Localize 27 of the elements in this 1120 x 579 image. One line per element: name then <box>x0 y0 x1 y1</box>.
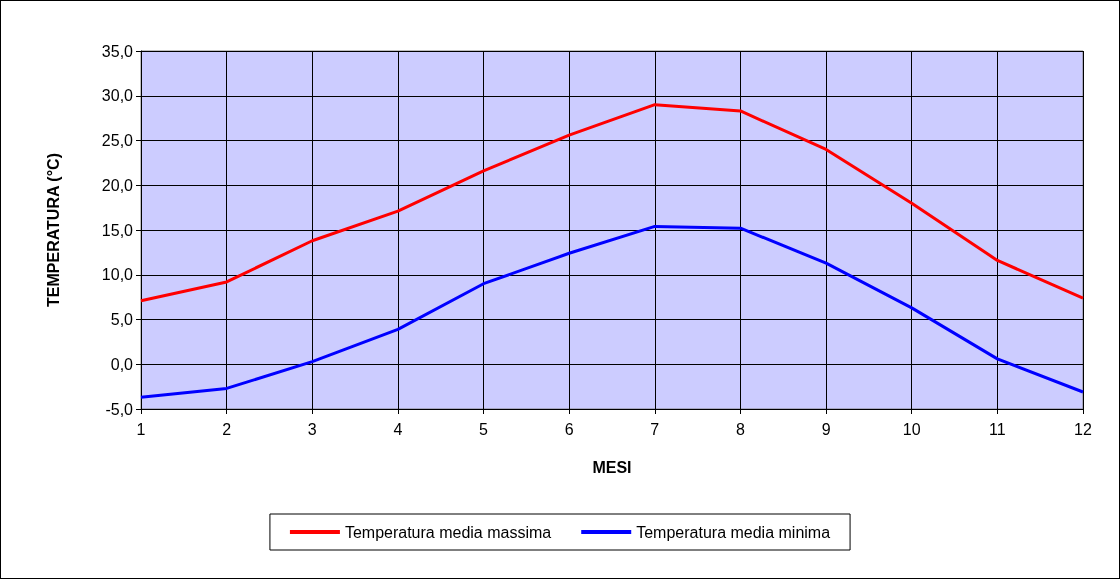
x-tick-label: 2 <box>222 420 232 438</box>
line-series <box>139 103 1085 303</box>
y-tick-label: 25,0 <box>101 132 134 149</box>
legend-label: Temperatura media minima <box>636 523 831 541</box>
y-axis-title: TEMPERATURA (°C) <box>44 153 62 307</box>
x-tick-label: 7 <box>650 420 660 438</box>
x-tick-label: 11 <box>989 420 1006 438</box>
legend-label: Temperatura media massima <box>344 523 552 541</box>
x-tick-label: 9 <box>821 420 831 438</box>
x-tick-label: 6 <box>564 420 574 438</box>
y-tick-label: 20,0 <box>101 176 134 194</box>
y-tick-label: 35,0 <box>101 42 134 60</box>
x-tick-label: 4 <box>393 420 403 438</box>
x-tick-label: 3 <box>307 420 317 438</box>
y-tick-label: -5,0 <box>105 400 134 418</box>
y-tick-label: 5,0 <box>110 311 134 328</box>
y-tick-label: 15,0 <box>101 221 134 239</box>
x-tick-label: 12 <box>1074 420 1092 438</box>
y-tick-label: 10,0 <box>101 266 134 284</box>
x-tick-label: 5 <box>479 420 489 438</box>
x-tick-label: 10 <box>902 420 921 438</box>
x-tick-label: 8 <box>736 420 745 438</box>
x-axis-title: MESI <box>592 458 632 476</box>
y-tick-label: 30,0 <box>101 87 134 105</box>
y-tick-label: 0,0 <box>110 355 134 373</box>
line-series <box>139 224 1085 399</box>
x-tick-label: 1 <box>136 420 146 438</box>
